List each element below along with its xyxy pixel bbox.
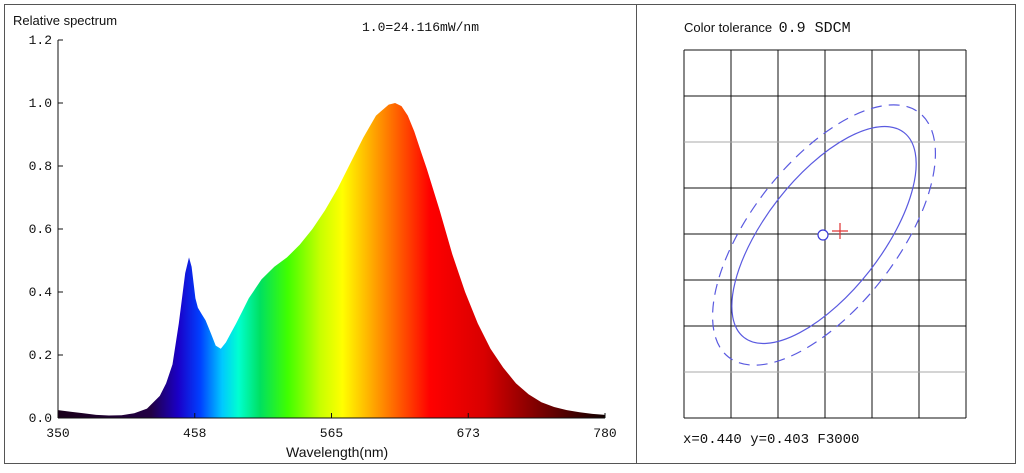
- spectrum-y-tick-label: 0.2: [29, 348, 52, 363]
- measured-point-circle: [817, 229, 829, 241]
- spectrum-y-tick-label: 0.0: [29, 411, 52, 426]
- tolerance-readout: x=0.440 y=0.403 F3000: [683, 432, 860, 448]
- spectrum-y-tick-label: 0.6: [29, 222, 52, 237]
- outer-frame: [4, 4, 1016, 464]
- tolerance-header: Color tolerance 0.9 SDCM: [684, 19, 851, 37]
- tolerance-title-value: 0.9 SDCM: [778, 20, 851, 37]
- panel-divider: [636, 4, 637, 464]
- spectrum-x-tick-label: 565: [320, 426, 343, 441]
- spectrum-x-tick-label: 780: [593, 426, 616, 441]
- tolerance-title-label: Color tolerance: [684, 20, 773, 35]
- spectrum-x-tick-label: 458: [183, 426, 206, 441]
- spectrum-y-tick-label: 1.0: [29, 96, 52, 111]
- spectrum-title: Relative spectrum: [13, 13, 118, 28]
- spectrum-annotation: 1.0=24.116mW/nm: [362, 20, 480, 35]
- spectrum-x-tick-label: 673: [457, 426, 480, 441]
- spectrum-area: [58, 103, 605, 418]
- tolerance-ellipse-dashed: [711, 104, 937, 366]
- spectrum-y-tick-label: 0.8: [29, 159, 52, 174]
- target-point-cross: [832, 223, 848, 239]
- tolerance-grid: [683, 49, 967, 419]
- tolerance-ellipse-solid: [731, 125, 917, 345]
- spectrum-x-tick-label: 350: [46, 426, 69, 441]
- spectrum-y-tick-label: 0.4: [29, 285, 53, 300]
- spectrum-y-tick-label: 1.2: [29, 33, 52, 48]
- spectrum-x-label: Wavelength(nm): [286, 444, 389, 460]
